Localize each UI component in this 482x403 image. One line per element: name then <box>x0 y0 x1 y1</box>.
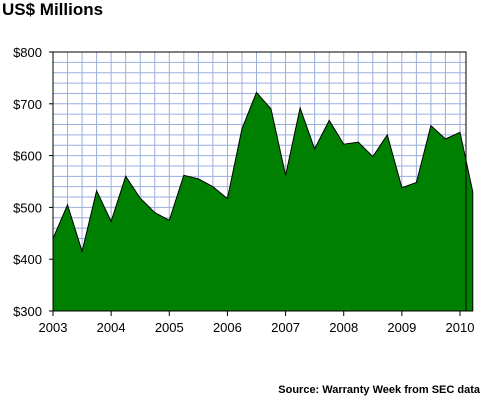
y-tick-label: $700 <box>13 97 42 112</box>
source-note: Source: Warranty Week from SEC data <box>278 384 480 396</box>
area-series <box>52 91 474 312</box>
y-tick-label: $600 <box>13 149 42 164</box>
series-area <box>52 91 474 312</box>
x-tick-label: 2003 <box>39 320 68 335</box>
x-axis-ticks: 2003 2004 2005 2006 2007 2008 2009 2010 <box>39 311 475 335</box>
y-tick-label: $500 <box>13 200 42 215</box>
x-tick-label: 2004 <box>97 320 126 335</box>
x-tick-label: 2007 <box>271 320 300 335</box>
plot-border <box>52 51 467 312</box>
y-tick-label: $400 <box>13 252 42 267</box>
x-tick-label: 2005 <box>155 320 184 335</box>
y-tick-label: $800 <box>13 45 42 60</box>
x-tick-label: 2010 <box>446 320 475 335</box>
x-tick-label: 2006 <box>213 320 242 335</box>
plot-frame <box>52 51 467 312</box>
x-tick-label: 2008 <box>329 320 358 335</box>
y-tick-label: $300 <box>13 304 42 319</box>
y-axis-ticks: $300 $400 $500 $600 $700 $800 <box>13 45 53 319</box>
chart-title: US$ Millions <box>2 0 104 19</box>
x-tick-label: 2009 <box>387 320 416 335</box>
